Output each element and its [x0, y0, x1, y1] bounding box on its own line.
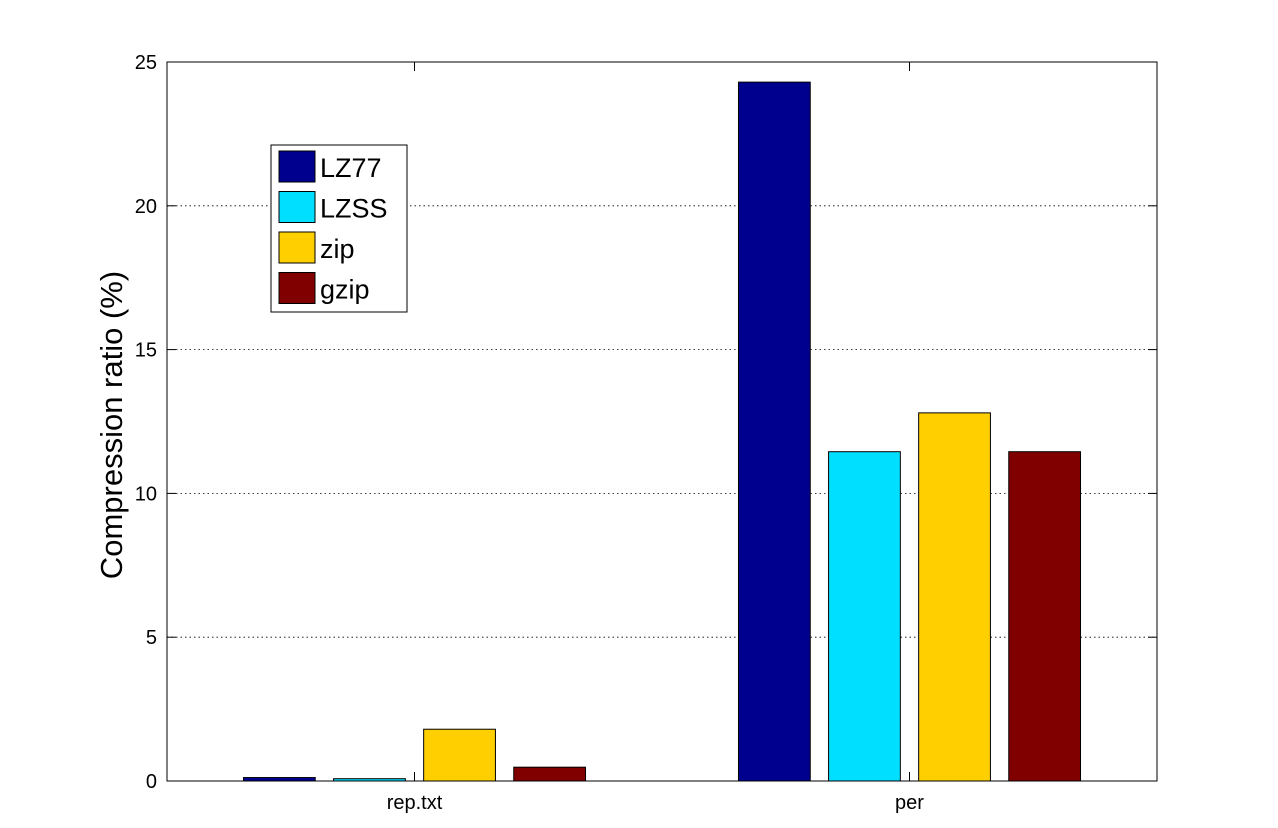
y-tick-label: 25: [135, 52, 157, 74]
legend-swatch: [278, 150, 316, 183]
legend-swatch: [278, 191, 316, 223]
x-tick-label: rep.txt: [387, 792, 443, 814]
grid-lines: [167, 205, 1157, 638]
legend-label: LZ77: [320, 153, 382, 183]
bar: [828, 451, 901, 782]
y-tick-label: 10: [135, 483, 157, 505]
axes-box: [166, 61, 1158, 782]
y-tick-label: 20: [135, 196, 157, 218]
legend: LZ77 LZSS zip gzip: [270, 144, 408, 313]
bar: [1008, 451, 1082, 782]
bar: [423, 728, 496, 782]
bars: [242, 81, 1082, 782]
y-tick-label: 5: [146, 627, 157, 649]
axis-ticks: 0 5 10 15 20 25 rep.txt per: [135, 52, 1157, 814]
bar: [513, 766, 587, 782]
y-axis-label: Compression ratio (%): [94, 271, 129, 579]
y-tick-label: 15: [135, 340, 157, 362]
x-tick-label: per: [895, 792, 924, 814]
legend-label: gzip: [320, 275, 370, 305]
bar: [918, 412, 991, 782]
legend-label: LZSS: [320, 194, 388, 224]
bar: [242, 777, 316, 782]
y-tick-label: 0: [146, 771, 157, 793]
legend-swatch: [278, 272, 316, 304]
bar: [737, 81, 811, 782]
legend-swatch: [278, 231, 316, 264]
legend-label: zip: [320, 234, 355, 264]
